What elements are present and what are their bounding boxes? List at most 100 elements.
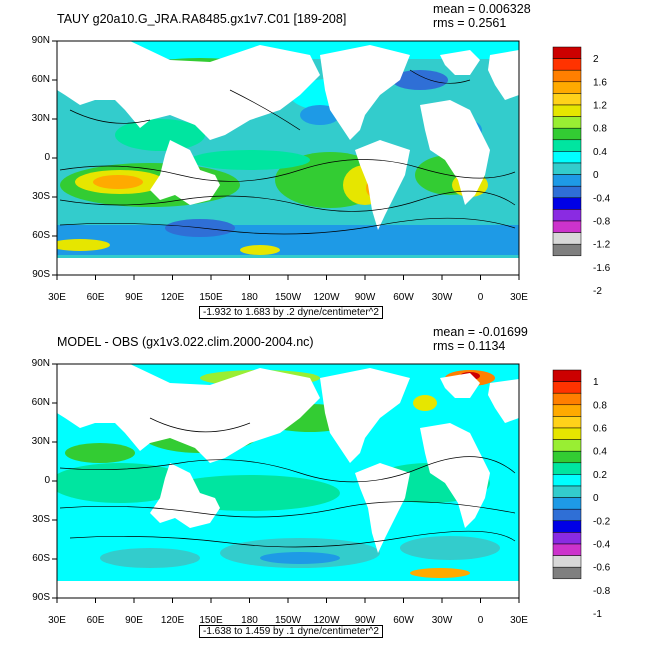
colorbar-swatch xyxy=(552,197,582,210)
colorbar-swatch xyxy=(552,485,582,498)
colorbar-swatch xyxy=(552,392,582,406)
colorbar-swatch xyxy=(552,220,582,233)
lat-label: 90S xyxy=(32,592,50,603)
colorbar-label: -0.2 xyxy=(593,516,611,527)
colorbar-label: -0.8 xyxy=(593,586,611,597)
colorbar-swatch xyxy=(552,555,582,568)
lon-label: 150W xyxy=(274,615,302,626)
lon-label: 90W xyxy=(354,615,376,626)
colorbar-swatch xyxy=(552,81,582,94)
colorbar-swatch xyxy=(552,543,582,556)
colorbar-swatch xyxy=(552,127,582,141)
colorbar-label: -1 xyxy=(593,609,602,620)
panel-title: MODEL - OBS (gx1v3.022.clim.2000-2004.nc… xyxy=(57,335,314,349)
colorbar-label: -1.6 xyxy=(593,263,611,274)
panel-title: TAUY g20a10.G_JRA.RA8485.gx1v7.C01 [189-… xyxy=(57,12,347,26)
colorbar-swatch xyxy=(552,416,582,429)
colorbar-swatch xyxy=(552,427,582,440)
lon-label: 150W xyxy=(274,292,302,303)
lon-label: 90E xyxy=(125,615,143,626)
colorbar-swatch xyxy=(552,439,582,452)
colorbar-swatch xyxy=(552,462,582,475)
colorbar-label: -1.2 xyxy=(593,240,611,251)
rms-label: rms = 0.1134 xyxy=(433,339,506,353)
lon-label: 0 xyxy=(477,615,484,626)
lat-label: 60S xyxy=(32,553,50,564)
colorbar-label: -0.8 xyxy=(593,217,611,228)
panel-model-minus-obs: MODEL - OBS (gx1v3.022.clim.2000-2004.nc… xyxy=(0,323,647,646)
contour-info: -1.932 to 1.683 by .2 dyne/centimeter^2 xyxy=(199,306,383,319)
lat-label: 30S xyxy=(32,514,50,525)
lat-label: 60S xyxy=(32,230,50,241)
colorbar-label: -0.4 xyxy=(593,540,611,551)
colorbar-swatch xyxy=(552,243,582,257)
lon-label: 60E xyxy=(86,292,105,303)
colorbar-label: -0.4 xyxy=(593,193,611,204)
colorbar-label: 0.8 xyxy=(593,400,607,411)
contour-info: -1.638 to 1.459 by .1 dyne/centimeter^2 xyxy=(199,625,383,638)
colorbar-label: -0.6 xyxy=(593,563,611,574)
lon-label: 180 xyxy=(241,615,258,626)
lon-label: 30E xyxy=(510,615,528,626)
lon-label: 120E xyxy=(160,615,185,626)
colorbar-swatch xyxy=(552,69,582,83)
panel-tauy: TAUY g20a10.G_JRA.RA8485.gx1v7.C01 [189-… xyxy=(0,0,647,323)
colorbar-label: 0.6 xyxy=(593,424,607,435)
lat-label: 0 xyxy=(44,152,50,163)
colorbar-label: 0.2 xyxy=(593,470,607,481)
colorbar: 2 1.6 1.2 0.8 0.4 0 -0.4 -0.8 -1.2 -1.6 -2 xyxy=(552,46,611,297)
colorbar-label: 0 xyxy=(593,170,599,181)
lat-label: 60N xyxy=(31,397,50,408)
lat-label: 30S xyxy=(32,191,50,202)
axis-ticks xyxy=(52,363,520,603)
lon-label: 30E xyxy=(510,292,528,303)
colorbar-swatch xyxy=(552,381,582,394)
mean-label: mean = 0.006328 xyxy=(433,2,531,16)
colorbar-label: 1 xyxy=(593,377,599,388)
lon-label: 120W xyxy=(313,292,340,303)
lon-label: 90E xyxy=(125,292,143,303)
colorbar-swatch xyxy=(552,46,582,59)
colorbar-swatch xyxy=(552,209,582,222)
rms-label: rms = 0.2561 xyxy=(433,16,507,30)
lon-label: 60E xyxy=(86,615,105,626)
mean-label: mean = -0.01699 xyxy=(433,325,528,339)
colorbar-swatch xyxy=(552,369,582,382)
colorbar-swatch xyxy=(552,532,582,545)
lon-label: 30E xyxy=(48,615,66,626)
map-plot xyxy=(52,40,520,280)
lat-label: 0 xyxy=(44,475,50,486)
colorbar-swatch xyxy=(552,520,582,533)
lat-label: 60N xyxy=(31,74,50,85)
colorbar-swatch xyxy=(552,185,582,199)
colorbar-swatch xyxy=(552,151,582,164)
map-plot xyxy=(52,363,520,603)
lon-label: 60W xyxy=(393,615,414,626)
lon-label: 120E xyxy=(160,292,185,303)
colorbar-swatch xyxy=(552,174,582,187)
colorbar-swatch xyxy=(552,497,582,510)
colorbar-swatch xyxy=(552,58,582,71)
lon-label: 0 xyxy=(477,292,484,303)
colorbar-swatch xyxy=(552,116,582,129)
colorbar-swatch xyxy=(552,139,582,152)
colorbar-label: 0 xyxy=(593,493,599,504)
colorbar-label: 0.8 xyxy=(593,124,607,135)
lon-label: 60W xyxy=(393,292,414,303)
lon-label: 150E xyxy=(199,615,223,626)
colorbar-label: 0.4 xyxy=(593,447,607,458)
colorbar-swatch xyxy=(552,93,582,106)
lon-label: 150E xyxy=(199,292,223,303)
lat-label: 90N xyxy=(31,358,50,369)
colorbar-swatch xyxy=(552,450,582,464)
lat-label: 90S xyxy=(32,269,50,280)
lon-label: 120W xyxy=(313,615,340,626)
colorbar-swatch xyxy=(552,404,582,417)
colorbar-label: -2 xyxy=(593,286,602,297)
colorbar: 1 0.8 0.6 0.4 0.2 0 -0.2 -0.4 -0.6 -0.8 -1 xyxy=(552,369,611,620)
colorbar-swatch xyxy=(552,104,582,117)
lat-label: 30N xyxy=(31,436,50,447)
colorbar-label: 1.2 xyxy=(593,101,607,112)
colorbar-label: 1.6 xyxy=(593,77,607,88)
lat-label: 30N xyxy=(31,113,50,124)
